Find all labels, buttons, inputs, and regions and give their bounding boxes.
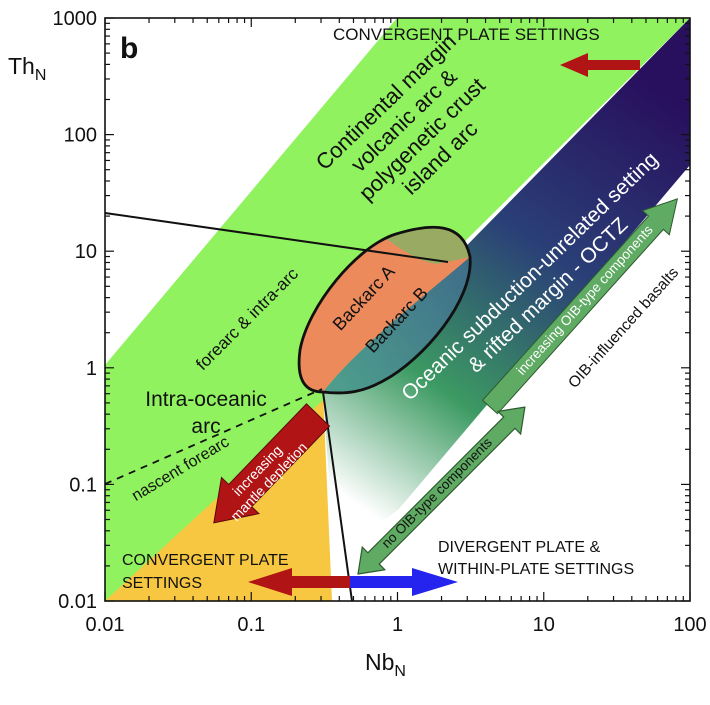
backarc-b-field bbox=[323, 257, 471, 394]
intra-oceanic-arc-label-2: arc bbox=[191, 415, 220, 438]
y-tick-label: 0.01 bbox=[58, 591, 97, 613]
y-axis-title-main: Th bbox=[8, 53, 35, 79]
x-axis-title-sub: N bbox=[394, 663, 406, 680]
panel-label: b bbox=[120, 32, 138, 65]
convergent-top-arrow bbox=[560, 53, 640, 77]
x-tick-label: 10 bbox=[533, 614, 555, 636]
axis-ticks: 0.01 0.1 1 10 100 1000 100 10 1 0.1 0.01 bbox=[53, 8, 707, 636]
convergent-bottom-label-2: SETTINGS bbox=[122, 575, 202, 592]
x-tick-label: 0.1 bbox=[237, 614, 265, 636]
backarc-a-field bbox=[299, 227, 470, 392]
y-axis-title-sub: N bbox=[35, 67, 47, 84]
y-tick-label: 0.1 bbox=[69, 474, 97, 496]
arrows bbox=[213, 53, 679, 596]
forearc-boundary-line bbox=[104, 212, 449, 263]
y-axis-title: ThN bbox=[8, 53, 46, 84]
divergent-label-1: DIVERGENT PLATE & bbox=[438, 539, 600, 556]
convergent-top-label: CONVERGENT PLATE SETTINGS bbox=[333, 25, 600, 44]
y-tick-label: 10 bbox=[75, 241, 97, 263]
y-tick-label: 1000 bbox=[53, 8, 98, 30]
x-tick-label: 1 bbox=[392, 614, 403, 636]
backarc-a-cap bbox=[385, 227, 470, 264]
convergent-bottom-arrow bbox=[248, 568, 350, 596]
divergent-arrow bbox=[350, 568, 458, 596]
y-tick-label: 1 bbox=[86, 358, 97, 380]
no-oib-double-arrow bbox=[357, 406, 526, 575]
intra-oceanic-arc-label: Intra-oceanic bbox=[145, 388, 266, 411]
x-axis-title-main: Nb bbox=[365, 649, 394, 675]
boundary-lines bbox=[104, 212, 472, 602]
mantle-depletion-arrow bbox=[213, 403, 331, 524]
tectonic-fields bbox=[105, 18, 690, 601]
octz-field bbox=[323, 18, 690, 555]
backarc-ellipse-outline bbox=[297, 225, 472, 395]
y-tick-label: 100 bbox=[64, 125, 97, 147]
divergent-label-2: WITHIN-PLATE SETTINGS bbox=[438, 561, 634, 578]
nascent-forearc-dashed-line bbox=[104, 388, 323, 485]
x-tick-label: 100 bbox=[673, 614, 706, 636]
convergent-bottom-label-1: CONVERGENT PLATE bbox=[122, 552, 289, 569]
increasing-oib-arrow bbox=[481, 198, 679, 415]
x-tick-label: 0.01 bbox=[86, 614, 125, 636]
x-axis-title: NbN bbox=[365, 649, 406, 680]
